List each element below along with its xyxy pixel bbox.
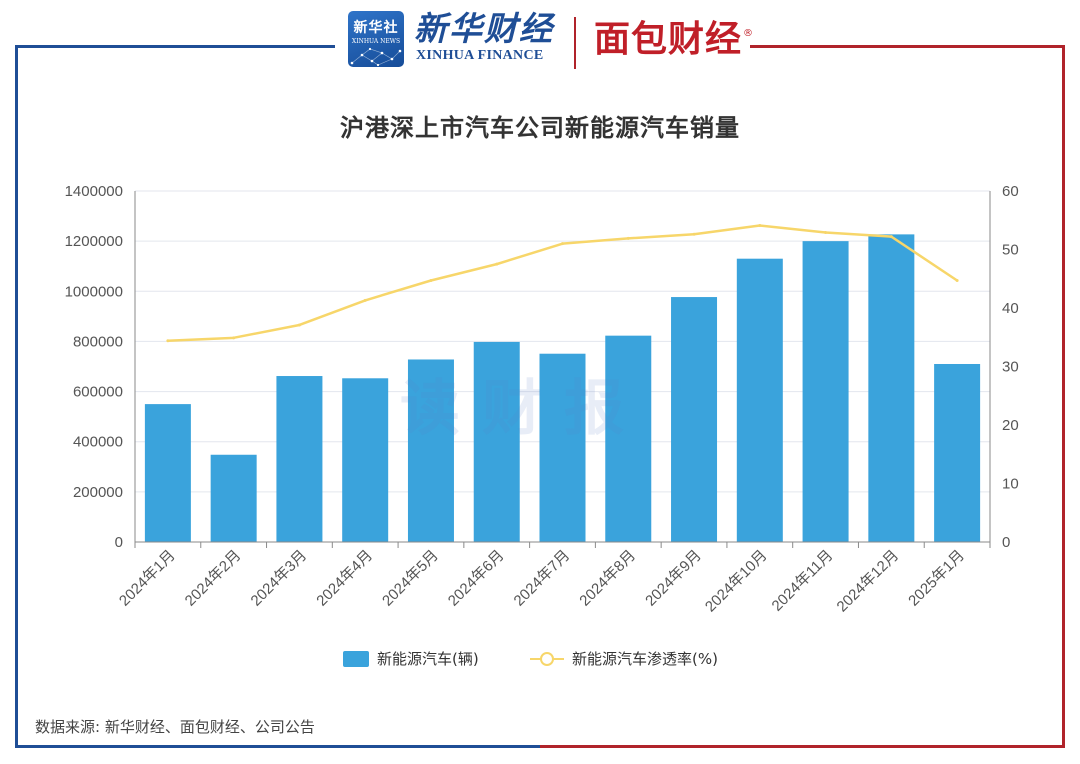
legend-line-swatch bbox=[530, 651, 564, 667]
mianbao-finance-logo: 面包财经 ® bbox=[594, 18, 753, 62]
bar bbox=[144, 404, 191, 542]
y-left-tick-label: 1000000 bbox=[65, 283, 123, 300]
chart-frame bbox=[15, 45, 1065, 748]
y-right-tick-label: 0 bbox=[1002, 534, 1010, 551]
mianbao-logo-text: 面包财经 bbox=[594, 19, 743, 60]
bar bbox=[407, 359, 454, 542]
legend-item-line[interactable]: 新能源汽车渗透率(%) bbox=[530, 648, 718, 669]
x-tick-label: 2024年11月 bbox=[769, 547, 837, 615]
x-tick-label: 2024年7月 bbox=[511, 547, 574, 610]
y-right-tick-label: 10 bbox=[1002, 476, 1019, 493]
y-left-tick-label: 800000 bbox=[73, 333, 123, 350]
registered-mark: ® bbox=[743, 28, 755, 39]
frame-right-line bbox=[1062, 45, 1065, 748]
bar bbox=[934, 363, 981, 542]
x-tick-label: 2024年9月 bbox=[642, 547, 705, 610]
legend-item-bar[interactable]: 新能源汽车(辆) bbox=[343, 648, 479, 669]
y-left-tick-label: 1200000 bbox=[65, 233, 123, 250]
xinhua-logo-en: XINHUA NEWS bbox=[351, 38, 401, 45]
line-point bbox=[955, 279, 959, 283]
line-point bbox=[758, 224, 762, 228]
x-tick-label: 2024年3月 bbox=[248, 547, 311, 610]
y-right-tick-label: 40 bbox=[1002, 300, 1019, 317]
x-tick-label: 2024年10月 bbox=[702, 547, 771, 616]
xinhua-news-logo: 新华社 XINHUA NEWS bbox=[348, 11, 404, 67]
line-point bbox=[495, 262, 499, 266]
chart-legend: 新能源汽车(辆) 新能源汽车渗透率(%) bbox=[0, 648, 1080, 674]
line-point bbox=[297, 323, 301, 327]
frame-top-right-line bbox=[750, 45, 1065, 48]
y-right-tick-label: 30 bbox=[1002, 359, 1019, 376]
xinhua-finance-logo-en: XINHUA FINANCE bbox=[416, 48, 544, 63]
xinhua-finance-logo-cn: 新华财经 bbox=[414, 9, 554, 48]
bar bbox=[671, 297, 718, 542]
legend-bar-label: 新能源汽车(辆) bbox=[377, 650, 479, 668]
x-tick-label: 2024年12月 bbox=[834, 547, 903, 616]
x-tick-label: 2024年4月 bbox=[313, 547, 376, 610]
line-point bbox=[429, 279, 433, 283]
legend-line-label: 新能源汽车渗透率(%) bbox=[572, 650, 718, 668]
bar bbox=[736, 258, 783, 542]
frame-bottom-left-line bbox=[15, 745, 540, 748]
x-tick-label: 2024年6月 bbox=[445, 547, 508, 610]
bar bbox=[276, 376, 323, 542]
frame-top-left-line bbox=[15, 45, 335, 48]
line-point bbox=[561, 242, 564, 246]
x-tick-label: 2024年5月 bbox=[379, 547, 442, 610]
chart-title: 沪港深上市汽车公司新能源汽车销量 bbox=[340, 114, 740, 142]
bar bbox=[473, 341, 520, 542]
x-tick-label: 2024年8月 bbox=[576, 547, 639, 610]
xinhua-finance-logo: 新华财经 XINHUA FINANCE bbox=[414, 10, 554, 64]
y-right-tick-label: 20 bbox=[1002, 417, 1019, 434]
y-left-tick-label: 1400000 bbox=[65, 183, 123, 200]
y-left-tick-label: 400000 bbox=[73, 434, 123, 451]
frame-left-line bbox=[15, 45, 18, 748]
network-dots-icon bbox=[350, 47, 402, 67]
watermark: 读财报 bbox=[400, 374, 646, 444]
y-right-tick-label: 50 bbox=[1002, 242, 1019, 259]
line-point bbox=[889, 235, 893, 239]
x-tick-label: 2024年2月 bbox=[182, 547, 245, 610]
data-source-note: 数据来源: 新华财经、面包财经、公司公告 bbox=[35, 718, 315, 736]
bar bbox=[802, 241, 849, 542]
frame-bottom-right-line bbox=[540, 745, 1065, 748]
y-left-tick-label: 200000 bbox=[73, 484, 123, 501]
line-point bbox=[232, 336, 236, 340]
bar bbox=[342, 378, 389, 542]
chart-svg: 0 200000 400000 600000 800000 1000000 1200000 1… bbox=[65, 183, 1019, 616]
bar bbox=[605, 335, 652, 542]
bar bbox=[868, 234, 915, 542]
xinhua-logo-cn: 新华社 bbox=[353, 20, 399, 36]
line-point bbox=[166, 339, 170, 343]
line-point bbox=[692, 232, 696, 236]
logo-divider bbox=[574, 17, 576, 69]
bar bbox=[539, 353, 586, 542]
y-left-tick-label: 0 bbox=[115, 534, 123, 551]
x-tick-label: 2025年1月 bbox=[905, 547, 968, 610]
bar bbox=[210, 454, 257, 542]
legend-bar-swatch bbox=[343, 650, 369, 667]
x-tick-label: 2024年1月 bbox=[116, 547, 179, 610]
y-left-tick-label: 600000 bbox=[73, 384, 123, 401]
y-right-tick-label: 60 bbox=[1002, 183, 1019, 200]
line-point bbox=[363, 298, 367, 302]
line-point bbox=[824, 231, 828, 235]
line-point bbox=[626, 236, 630, 240]
